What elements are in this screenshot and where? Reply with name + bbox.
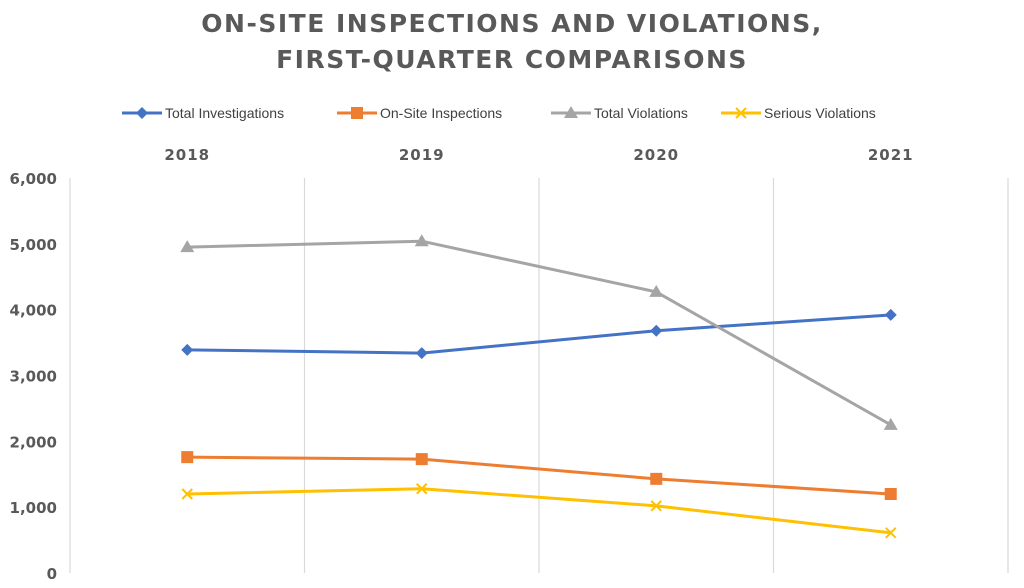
data-point [416, 483, 428, 495]
data-point [884, 308, 897, 321]
triangle-marker-icon [564, 106, 578, 118]
chart-title: ON-SITE INSPECTIONS AND VIOLATIONS, FIRS… [0, 6, 1024, 78]
y-tick-label: 3,000 [10, 368, 57, 386]
series-line [187, 239, 892, 427]
data-point [414, 234, 429, 247]
data-point [885, 527, 897, 539]
x-marker-icon [735, 107, 747, 119]
series-total-investigations [181, 308, 897, 360]
legend-item: On-Site Inspections [337, 105, 502, 121]
chart-title-line-1: ON-SITE INSPECTIONS AND VIOLATIONS, [201, 9, 823, 38]
data-point [181, 488, 193, 500]
data-point [649, 284, 664, 297]
diamond-marker-icon [136, 107, 148, 119]
series-line [187, 313, 891, 355]
data-point [181, 451, 194, 464]
data-point [884, 488, 897, 500]
y-tick-label: 4,000 [10, 302, 57, 320]
square-marker-icon [351, 107, 363, 119]
data-point [650, 472, 663, 485]
y-tick-label: 0 [47, 565, 57, 583]
data-point [181, 343, 194, 356]
y-tick-label: 2,000 [10, 433, 57, 451]
series-on-site-inspections [181, 451, 897, 500]
data-point [650, 324, 663, 337]
category-label: 2020 [633, 146, 679, 164]
legend-label: On-Site Inspections [380, 105, 502, 121]
category-label: 2018 [164, 146, 210, 164]
series-total-violations [180, 234, 898, 430]
data-point [180, 240, 195, 253]
legend: Total Investigations On-Site Inspections T… [122, 105, 876, 121]
data-point [415, 347, 428, 360]
series-line [187, 455, 891, 496]
legend-item: Total Violations [551, 105, 688, 121]
y-tick-label: 1,000 [10, 499, 57, 517]
series-line [187, 487, 891, 535]
chart-title-line-2: FIRST-QUARTER COMPARISONS [276, 45, 748, 74]
category-label: 2019 [399, 146, 445, 164]
y-tick-label: 6,000 [10, 170, 57, 188]
legend-item: Serious Violations [721, 105, 876, 121]
category-label: 2021 [868, 146, 914, 164]
data-point [883, 417, 898, 430]
data-point [415, 453, 428, 466]
series-serious-violations [181, 483, 897, 539]
legend-label: Total Investigations [165, 105, 284, 121]
legend-item: Total Investigations [122, 105, 284, 121]
legend-label: Serious Violations [764, 105, 876, 121]
y-tick-label: 5,000 [10, 236, 57, 254]
data-point [650, 500, 662, 512]
legend-label: Total Violations [594, 105, 688, 121]
